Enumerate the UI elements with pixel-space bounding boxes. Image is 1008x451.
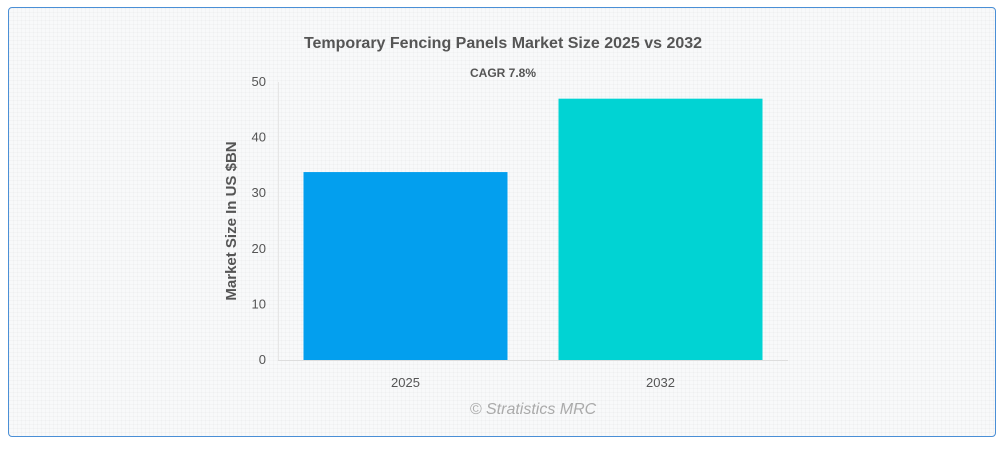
chart-subtitle: CAGR 7.8% — [470, 66, 536, 80]
y-tick-label: 30 — [252, 185, 266, 200]
bar-2032 — [558, 98, 763, 361]
x-axis-ticks: 2025 2032 — [391, 375, 675, 390]
chart-title: Temporary Fencing Panels Market Size 202… — [304, 35, 702, 52]
y-tick-label: 10 — [252, 296, 266, 311]
bars — [303, 98, 763, 361]
credit-text: © Stratistics MRC — [470, 401, 597, 418]
bar-2025 — [303, 172, 508, 360]
y-tick-label: 20 — [252, 241, 266, 256]
y-axis-label: Market Size In US $BN — [223, 141, 240, 300]
y-axis-ticks: 0 10 20 30 40 50 — [252, 74, 266, 367]
y-tick-label: 40 — [252, 130, 266, 145]
x-tick-label: 2032 — [646, 375, 675, 390]
x-tick-label: 2025 — [391, 375, 420, 390]
y-tick-label: 50 — [252, 74, 266, 89]
y-tick-label: 0 — [259, 352, 266, 367]
